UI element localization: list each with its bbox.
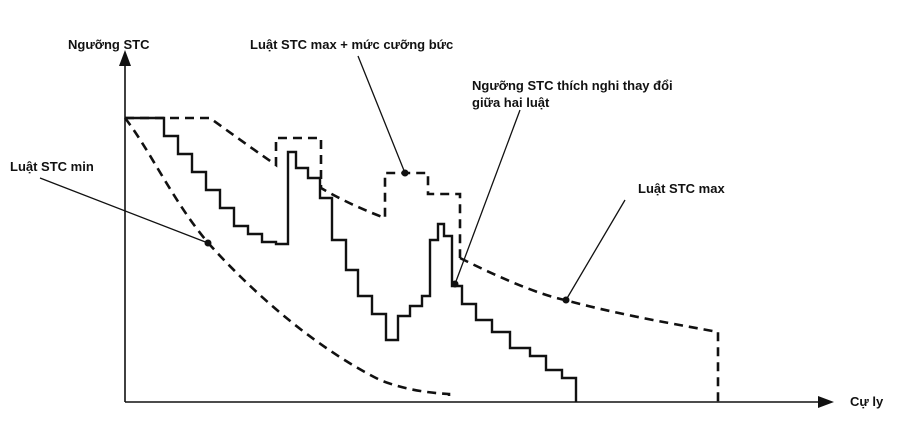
adaptive-stc-staircase xyxy=(125,116,578,402)
x-axis-arrowhead xyxy=(818,396,834,408)
stc-min-label: Luật STC min xyxy=(10,159,94,174)
x-axis-label: Cự ly xyxy=(850,394,884,409)
adaptive-marker xyxy=(451,280,459,288)
stc-min-marker xyxy=(204,239,212,247)
stc-min-curve xyxy=(123,117,451,402)
stc-max-label: Luật STC max xyxy=(638,181,725,196)
stc-max-force-curve xyxy=(125,116,462,258)
stc-max-marker xyxy=(562,296,570,304)
stc-max-force-leader xyxy=(357,55,406,174)
stc-max-force-marker xyxy=(401,169,409,177)
y-axis-arrowhead xyxy=(119,50,131,66)
y-axis-label: Ngưỡng STC xyxy=(68,37,150,52)
adaptive-label-line2: giữa hai luật xyxy=(472,95,550,110)
stc-max-curve xyxy=(459,256,720,402)
stc-max-force-label: Luật STC max + mức cưỡng bức xyxy=(250,37,453,52)
stc-min-leader xyxy=(39,177,209,244)
adaptive-leader xyxy=(454,109,521,285)
stc-max-leader xyxy=(565,199,626,301)
adaptive-label-line1: Ngưỡng STC thích nghi thay đổi xyxy=(472,78,673,93)
